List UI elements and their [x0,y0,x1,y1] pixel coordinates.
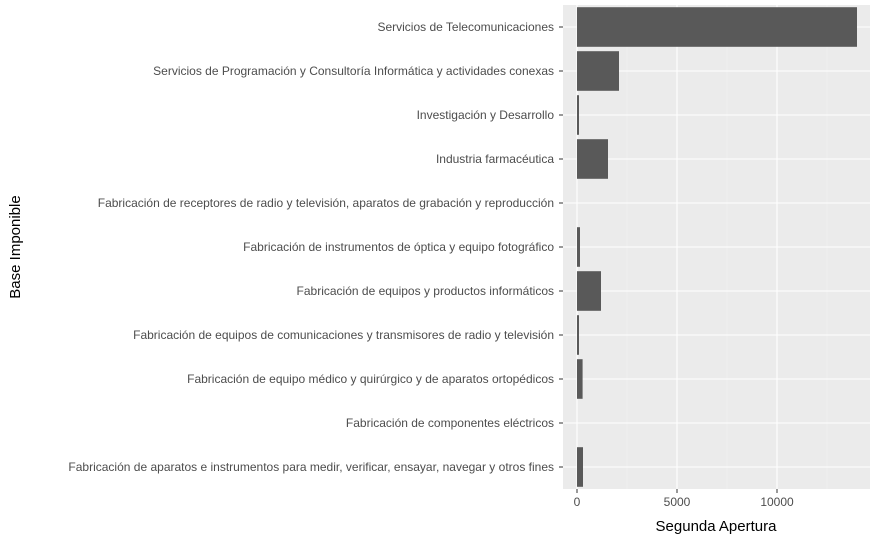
y-tick-label: Servicios de Telecomunicaciones [377,20,554,34]
x-axis-ticks: 0 5000 10000 [574,489,794,509]
x-axis-title: Segunda Apertura [656,518,778,535]
bar [577,271,601,311]
bar [577,359,583,399]
y-tick-label: Fabricación de componentes eléctricos [346,416,554,430]
x-tick-label: 10000 [760,495,794,509]
bar [577,227,580,267]
y-tick-label: Fabricación de equipos de comunicaciones… [133,328,554,342]
y-tick-label: Fabricación de equipos y productos infor… [297,284,554,298]
y-tick-label: Fabricación de equipo médico y quirúrgic… [187,372,554,386]
bar [577,315,579,355]
x-tick-label: 5000 [664,495,691,509]
bar [577,7,857,47]
y-axis-ticks: Servicios de Telecomunicaciones Servicios… [68,20,563,474]
y-tick-label: Fabricación de instrumentos de óptica y … [243,240,554,254]
x-tick-label: 0 [574,495,581,509]
bars [577,7,857,487]
y-tick-label: Industria farmacéutica [436,152,554,166]
bar [577,447,583,487]
bar [577,139,608,179]
y-tick-label: Fabricación de receptores de radio y tel… [98,196,554,210]
y-tick-label: Servicios de Programación y Consultoría … [153,64,554,78]
y-tick-label: Fabricación de aparatos e instrumentos p… [68,460,554,474]
bar [577,51,619,91]
bar [577,95,579,135]
y-axis-title: Base Imponible [7,195,24,298]
y-tick-label: Investigación y Desarrollo [417,108,555,122]
